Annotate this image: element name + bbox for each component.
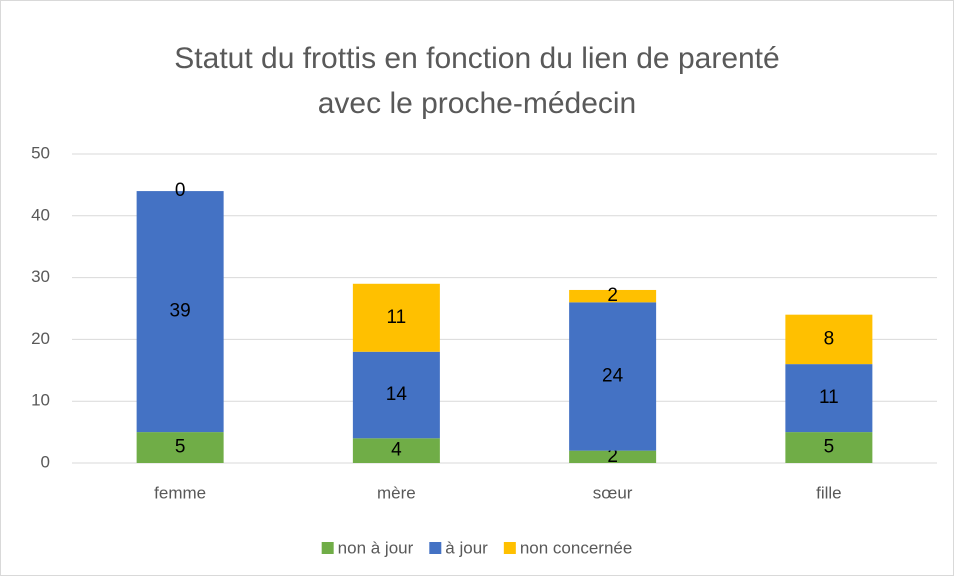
data-label: 39	[170, 301, 191, 322]
bar-segment	[136, 191, 224, 433]
x-tick-label: mère	[377, 483, 416, 502]
bar-segment	[785, 432, 873, 463]
y-tick-label: 50	[31, 143, 50, 162]
data-label: 24	[602, 365, 624, 386]
bar-segment	[352, 438, 440, 463]
chart-title: avec le proche-médecin	[318, 87, 637, 120]
data-label: 4	[391, 440, 402, 461]
data-label: 5	[175, 437, 186, 458]
legend-label: à jour	[445, 538, 488, 557]
data-label: 5	[824, 437, 835, 458]
data-label: 14	[386, 384, 408, 405]
x-tick-label: femme	[154, 483, 206, 502]
data-label: 11	[387, 307, 407, 328]
x-tick-label: sœur	[593, 483, 633, 502]
legend-label: non à jour	[338, 538, 414, 557]
data-label: 0	[175, 180, 186, 201]
bar-segment	[569, 302, 657, 451]
y-tick-label: 20	[31, 329, 50, 348]
legend-swatch	[503, 542, 516, 554]
y-tick-label: 0	[41, 452, 50, 471]
legend-label: non concernée	[520, 538, 632, 557]
data-label: 2	[607, 446, 618, 467]
bar-segment	[569, 289, 657, 303]
bar-segment	[352, 351, 440, 439]
data-label: 11	[819, 387, 839, 408]
legend-swatch	[321, 542, 334, 554]
bar-segment	[136, 432, 224, 463]
y-tick-label: 40	[31, 205, 50, 224]
data-label: 2	[607, 285, 618, 306]
x-tick-label: fille	[816, 483, 842, 502]
chart-title: Statut du frottis en fonction du lien de…	[174, 42, 779, 75]
bar-segment	[569, 450, 657, 463]
bar-segment	[785, 314, 873, 365]
bar-segment	[785, 364, 873, 433]
legend-swatch	[429, 542, 442, 554]
y-tick-label: 30	[31, 267, 50, 286]
y-tick-label: 10	[31, 391, 50, 410]
data-label: 8	[824, 328, 835, 349]
bar-segment	[352, 283, 440, 352]
